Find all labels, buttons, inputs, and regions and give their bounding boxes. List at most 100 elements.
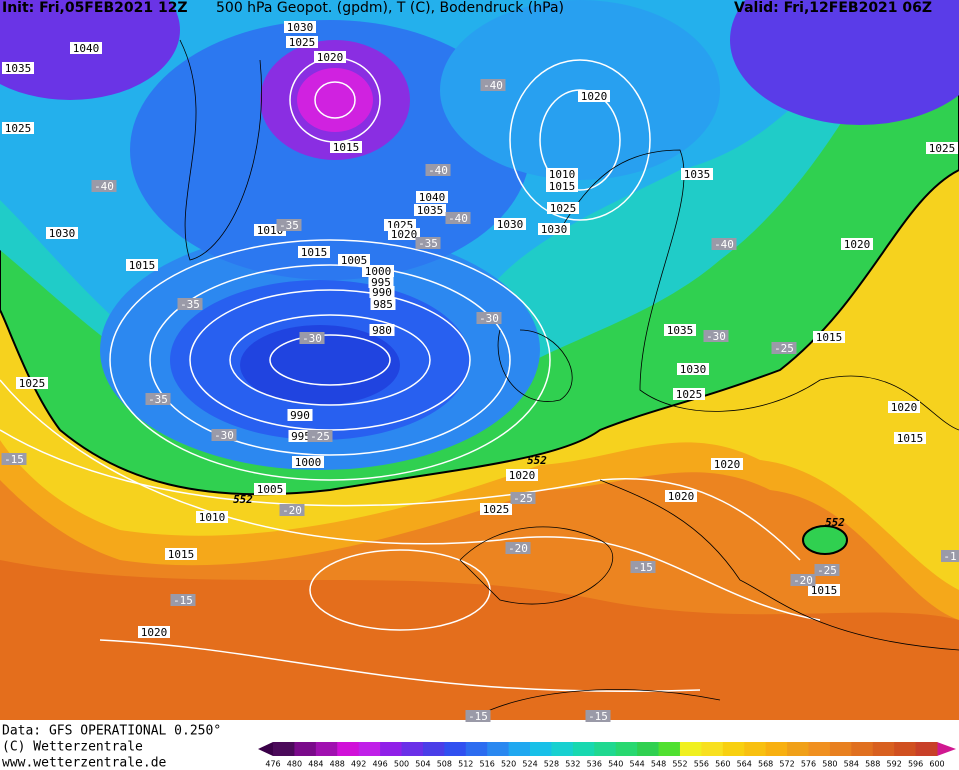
temperature-label-box xyxy=(415,237,441,249)
colorbar-swatch xyxy=(551,742,574,756)
temperature-label: -15 xyxy=(4,453,24,466)
pressure-label: 995 xyxy=(291,430,311,443)
pressure-label: 980 xyxy=(372,324,392,337)
pressure-label: 1015 xyxy=(897,432,924,445)
pressure-label: 1020 xyxy=(391,228,418,241)
colorbar-tick-label: 588 xyxy=(865,760,880,769)
pressure-label: 1015 xyxy=(129,259,156,272)
colorbar-tick-label: 484 xyxy=(308,760,323,769)
colorbar-tick-label: 536 xyxy=(587,760,602,769)
pressure-label: 1020 xyxy=(844,238,871,251)
pressure-label: 1030 xyxy=(49,227,76,240)
pressure-label: 985 xyxy=(373,298,393,311)
pressure-label-box xyxy=(165,548,197,560)
green-blob xyxy=(802,525,848,555)
pressure-label-box xyxy=(292,456,324,468)
map-labels: 1030102510401020103510251015102010101015… xyxy=(1,21,959,723)
colorbar-tick-label: 560 xyxy=(715,760,730,769)
colorbar-swatch xyxy=(337,742,360,756)
pressure-label: 1035 xyxy=(667,324,694,337)
colorbar-tick-label: 592 xyxy=(887,760,902,769)
pressure-label-box xyxy=(362,265,394,277)
temperature-label-box xyxy=(790,574,816,586)
thickness-label: 552 xyxy=(825,516,845,529)
colorbar-swatch xyxy=(744,742,767,756)
temperature-label-box xyxy=(425,164,451,176)
pressure-label: 1025 xyxy=(289,36,316,49)
pressure-label-box xyxy=(677,363,709,375)
colorbar-tick-label: 488 xyxy=(330,760,345,769)
temperature-label: -30 xyxy=(479,312,499,325)
pressure-label-box xyxy=(368,276,394,288)
pressure-label-box xyxy=(841,238,873,250)
temperature-label: -15 xyxy=(173,594,193,607)
pressure-label: 1025 xyxy=(5,122,32,135)
pressure-label-box xyxy=(70,42,102,54)
temperature-label-box xyxy=(465,710,491,722)
pressure-label: 1005 xyxy=(341,254,368,267)
pressure-label: 1035 xyxy=(417,204,444,217)
colorbar-swatch xyxy=(808,742,831,756)
pressure-label-box xyxy=(547,202,579,214)
pressure-label-box xyxy=(894,432,926,444)
pressure-label-box xyxy=(16,377,48,389)
temperature-label: -35 xyxy=(279,219,299,232)
temperature-label-box xyxy=(91,180,117,192)
pressure-label: 1015 xyxy=(301,246,328,259)
pressure-label: 1015 xyxy=(811,584,838,597)
pressure-label-box xyxy=(665,490,697,502)
pressure-label: 1015 xyxy=(168,548,195,561)
pressure-label: 1035 xyxy=(684,168,711,181)
pressure-label: 990 xyxy=(372,286,392,299)
colorbar-tick-label: 568 xyxy=(758,760,773,769)
pressure-label-box xyxy=(538,223,570,235)
pressure-label-box xyxy=(480,503,512,515)
colorbar-tick-label: 556 xyxy=(694,760,709,769)
pressure-label: 1025 xyxy=(929,142,956,155)
temperature-label: -30 xyxy=(214,429,234,442)
pressure-label: 1010 xyxy=(549,168,576,181)
temperature-label-box xyxy=(170,594,196,606)
pressure-label-box xyxy=(138,626,170,638)
colorbar-tick-label: 492 xyxy=(351,760,366,769)
pressure-label: 1020 xyxy=(668,490,695,503)
temperature-label-box xyxy=(211,429,237,441)
colorbar-swatch xyxy=(508,742,531,756)
pressure-label: 1030 xyxy=(287,21,314,34)
temperature-label: -40 xyxy=(94,180,114,193)
colorbar-tick-label: 552 xyxy=(672,760,687,769)
pressure-label-box xyxy=(2,62,34,74)
temperature-label-box xyxy=(771,342,797,354)
colorbar-swatch xyxy=(422,742,445,756)
colorbar-swatch xyxy=(658,742,681,756)
pressure-label: 1035 xyxy=(5,62,32,75)
map: 1030102510401020103510251015102010101015… xyxy=(0,0,959,723)
colorbar-swatch xyxy=(487,742,510,756)
pressure-label-box xyxy=(338,254,370,266)
pressure-label-box xyxy=(370,298,396,310)
pressure-label-box xyxy=(369,324,395,336)
pressure-label-box xyxy=(416,191,448,203)
temperature-label: -25 xyxy=(513,492,533,505)
colorbar-swatch xyxy=(615,742,638,756)
pressure-label-box xyxy=(388,228,420,240)
temperature-label: -40 xyxy=(483,79,503,92)
pressure-label-box xyxy=(926,142,958,154)
pressure-label: 1020 xyxy=(891,401,918,414)
temperature-label: -15 xyxy=(633,561,653,574)
pressure-label-box xyxy=(369,286,395,298)
temperature-label-box xyxy=(445,212,471,224)
colorbar-swatch xyxy=(315,742,338,756)
pressure-label-box xyxy=(287,409,313,421)
pressure-label-box xyxy=(673,388,705,400)
temperature-label: -35 xyxy=(180,298,200,311)
pressure-label: 1020 xyxy=(317,51,344,64)
colorbar-swatch xyxy=(701,742,724,756)
pressure-label: 1025 xyxy=(483,503,510,516)
map-title: 500 hPa Geopot. (gpdm), T (C), Bodendruc… xyxy=(216,0,564,16)
colorbar-swatch xyxy=(401,742,424,756)
pressure-label: 1025 xyxy=(19,377,46,390)
colorbar-tick-label: 500 xyxy=(394,760,409,769)
temperature-label: -35 xyxy=(418,237,438,250)
pressure-label: 1015 xyxy=(816,331,843,344)
